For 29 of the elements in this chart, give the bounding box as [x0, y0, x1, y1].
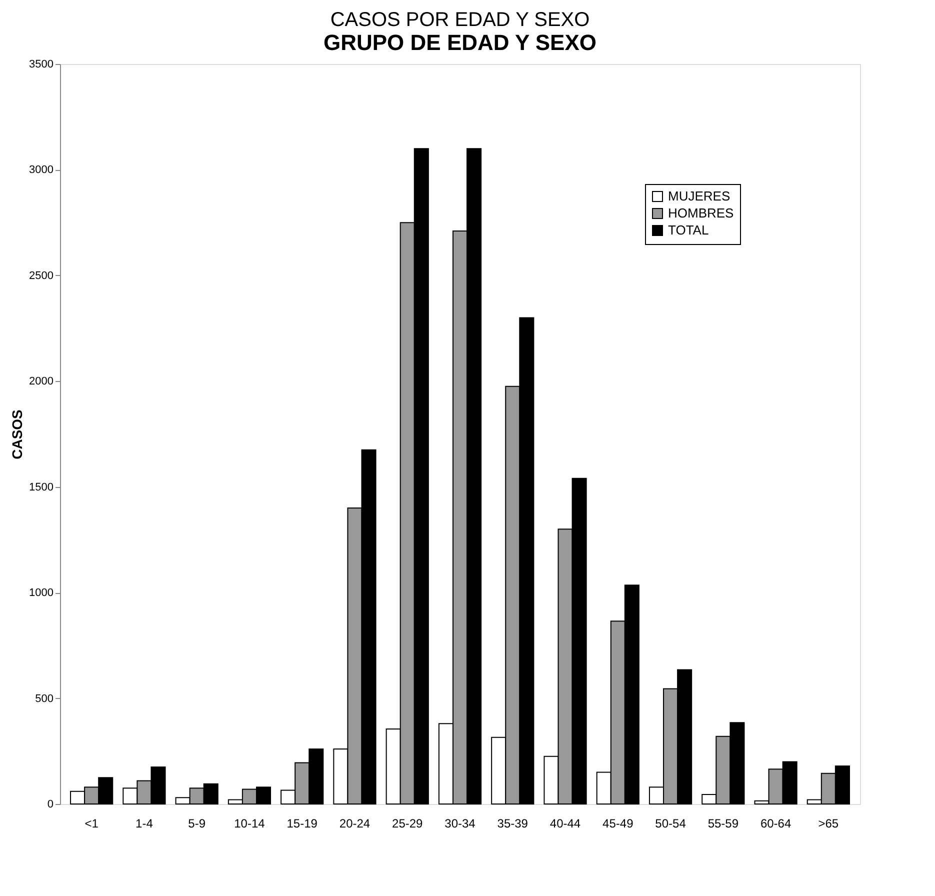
x-tick-label: 50-54 [655, 816, 686, 830]
x-tick-label: 40-44 [550, 816, 581, 830]
y-tick-label: 1500 [29, 481, 54, 494]
legend-label: MUJERES [668, 188, 730, 204]
legend-label: HOMBRES [668, 206, 734, 220]
y-tick-label: 500 [35, 692, 54, 705]
y-axis-title: CASOS [9, 410, 26, 460]
x-tick-label: 15-19 [286, 816, 318, 830]
y-tick-label: 3500 [29, 58, 54, 70]
x-tick-label: 55-59 [708, 816, 739, 830]
legend-label: TOTAL [668, 222, 709, 238]
x-tick-label: 25-29 [392, 816, 424, 830]
x-tick-label: 10-14 [234, 816, 266, 830]
x-tick-label: 30-34 [444, 816, 476, 830]
y-tick-label: 0 [47, 798, 54, 810]
chart-subtitle: GRUPO DE EDAD Y SEXO [323, 30, 597, 55]
x-tick-label: 35-39 [497, 816, 528, 830]
y-tick-label: 2000 [29, 376, 54, 388]
y-tick-label: 3000 [29, 164, 54, 176]
x-tick-label: 60-64 [760, 816, 792, 830]
x-tick-label: 20-24 [339, 816, 370, 830]
x-tick-label: <1 [84, 816, 99, 830]
x-tick-label: >65 [818, 816, 839, 830]
x-tick-label: 5-9 [188, 816, 206, 830]
y-tick-label: 1000 [29, 587, 54, 600]
chart-title: CASOS POR EDAD Y SEXO [330, 9, 590, 31]
x-tick-label: 1-4 [136, 816, 154, 830]
y-tick-label: 2500 [29, 270, 54, 282]
x-tick-label: 45-49 [602, 816, 634, 830]
